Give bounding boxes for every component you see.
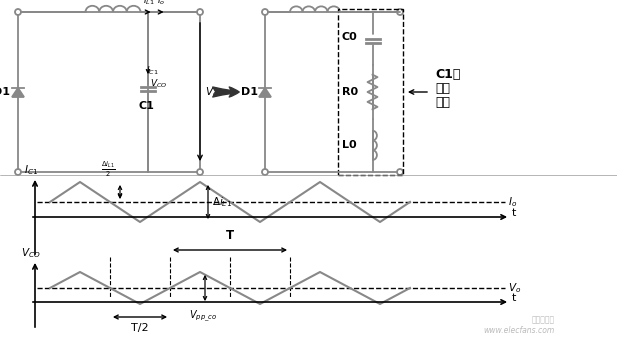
Text: D1: D1 [0,87,10,97]
Text: L0: L0 [342,140,357,150]
Text: L 1: L 1 [102,0,123,3]
Text: L 1: L 1 [304,0,326,3]
Text: T: T [226,229,234,242]
Text: C1的: C1的 [435,68,460,81]
Text: 电路: 电路 [435,95,450,109]
Text: D1: D1 [241,87,257,97]
Text: t: t [512,293,516,303]
Text: $I_{C1}$: $I_{C1}$ [24,163,38,177]
Text: $V_o$: $V_o$ [205,85,218,99]
Text: C1: C1 [138,101,154,111]
Polygon shape [259,88,271,97]
Text: $I_o$: $I_o$ [157,0,165,7]
Text: 等效: 等效 [435,82,450,94]
Text: $I_{C1}$: $I_{C1}$ [146,65,159,77]
Text: $I_o$: $I_o$ [508,195,517,209]
Text: t: t [512,208,516,218]
Text: T/2: T/2 [131,323,149,333]
Text: $\frac{\Delta i_{L1}}{2}$: $\frac{\Delta i_{L1}}{2}$ [101,160,115,179]
Text: $\Delta i_{L1}$: $\Delta i_{L1}$ [212,195,232,209]
Text: C0: C0 [342,32,358,42]
Bar [338,9,403,175]
Text: $V_o$: $V_o$ [508,281,521,295]
Text: $I_{L1}$: $I_{L1}$ [143,0,154,7]
Text: 电子发烧友
www.elecfans.com: 电子发烧友 www.elecfans.com [484,316,555,335]
Text: $V_{CO}$: $V_{CO}$ [150,78,167,90]
Text: $V_{pp\_co}$: $V_{pp\_co}$ [189,309,217,324]
Text: $V_{CO}$: $V_{CO}$ [21,246,41,260]
Polygon shape [12,88,24,97]
Text: R0: R0 [342,87,358,97]
